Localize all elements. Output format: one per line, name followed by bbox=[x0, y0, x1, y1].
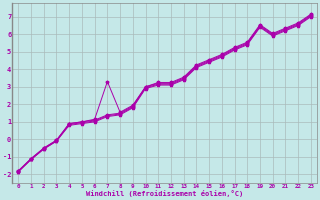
X-axis label: Windchill (Refroidissement éolien,°C): Windchill (Refroidissement éolien,°C) bbox=[86, 190, 243, 197]
